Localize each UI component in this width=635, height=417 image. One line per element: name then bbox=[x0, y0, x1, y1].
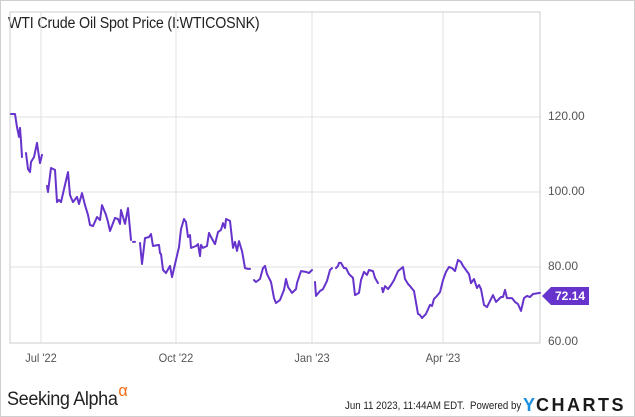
gridlines bbox=[9, 11, 541, 344]
x-tick-jul-22: Jul '22 bbox=[25, 351, 57, 365]
ycharts-y-icon: Y bbox=[522, 395, 536, 415]
x-tick-jan-23: Jan '23 bbox=[294, 351, 330, 365]
chart-title: WTI Crude Oil Spot Price (I:WTICOSNK) bbox=[8, 15, 260, 32]
ycharts-logo[interactable]: Y CHARTS bbox=[522, 395, 626, 415]
footer-attribution: Jun 11 2023, 11:44AM EDT. Powered by Y CH… bbox=[321, 395, 626, 416]
y-tick-80: 80.00 bbox=[548, 259, 579, 273]
y-tick-100: 100.00 bbox=[548, 184, 585, 198]
x-tick-apr-23: Apr '23 bbox=[425, 351, 461, 365]
badge-pointer-icon bbox=[542, 287, 551, 305]
price-line bbox=[10, 113, 541, 319]
seeking-alpha-logo[interactable]: Seeking Alphaα bbox=[7, 381, 128, 411]
timestamp: Jun 11 2023, 11:44AM EDT. Powered by bbox=[344, 399, 521, 412]
x-tick-oct-22: Oct '22 bbox=[158, 351, 194, 365]
alpha-icon: α bbox=[118, 381, 128, 400]
y-tick-120: 120.00 bbox=[548, 109, 585, 123]
seeking-alpha-text: Seeking Alpha bbox=[7, 389, 118, 410]
y-tick-60: 60.00 bbox=[548, 334, 579, 348]
last-value: 72.14 bbox=[551, 287, 590, 305]
